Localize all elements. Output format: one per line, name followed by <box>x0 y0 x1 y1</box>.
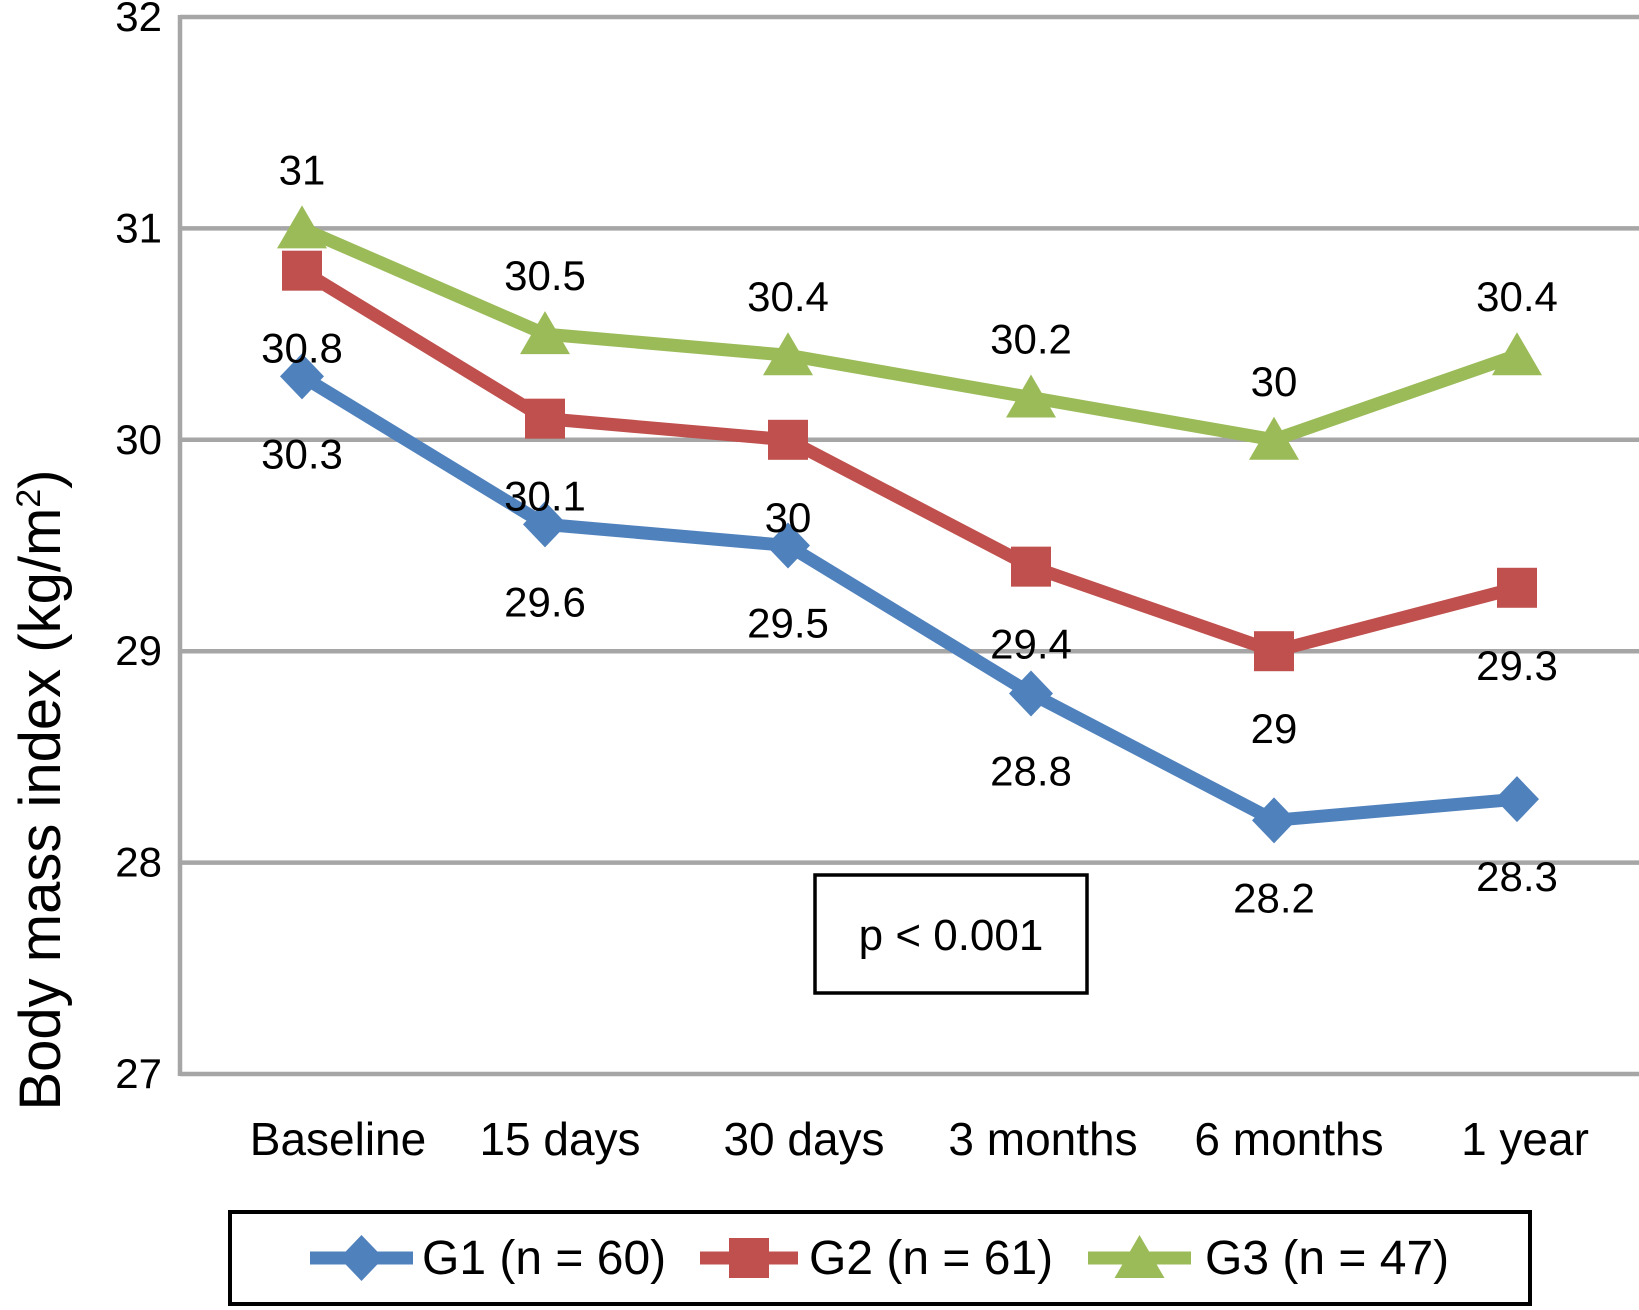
data-label: 30.1 <box>504 473 586 520</box>
x-tick-labels: Baseline 15 days 30 days 3 months 6 months 1 … <box>250 1113 1589 1165</box>
legend-label: G3 (n = 47) <box>1205 1232 1449 1285</box>
legend-item-1: G1 (n = 60) <box>310 1232 666 1285</box>
p-value-text: p < 0.001 <box>859 911 1044 960</box>
triangle-marker <box>1006 374 1056 418</box>
square-marker <box>525 398 565 439</box>
triangle-marker <box>277 205 327 249</box>
triangle-marker <box>1249 416 1299 460</box>
data-label: 30.5 <box>504 252 586 299</box>
triangle-marker <box>763 332 813 376</box>
data-label: 30.8 <box>261 325 343 372</box>
square-marker <box>282 250 322 291</box>
y-tick-label: 29 <box>115 627 162 674</box>
data-label: 30.3 <box>261 430 343 477</box>
data-label: 29.6 <box>504 578 586 625</box>
data-label: 29 <box>1251 705 1298 752</box>
data-label: 30 <box>1251 358 1298 405</box>
diamond-marker <box>523 501 567 548</box>
x-tick-label: 3 months <box>948 1113 1137 1165</box>
triangle-marker <box>1114 1235 1165 1278</box>
p-value-box <box>813 873 1089 995</box>
legend-item-3: G3 (n = 47) <box>1088 1232 1449 1285</box>
series-plot: 30.3 29.6 29.5 28.8 28.2 28.3 30.8 30.1 30 29.4 29… <box>261 146 1558 921</box>
square-marker <box>729 1238 769 1278</box>
series-3: 31 30.5 30.4 30.2 30 30.4 <box>277 146 1558 460</box>
y-tick-label: 32 <box>115 0 162 40</box>
x-tick-label: 1 year <box>1461 1113 1589 1165</box>
y-tick-label: 31 <box>115 204 162 251</box>
triangle-marker <box>520 311 570 355</box>
square-marker <box>1254 631 1294 672</box>
x-tick-label: 6 months <box>1194 1113 1383 1165</box>
y-axis-title: Body mass index (kg/m2) <box>8 469 73 1110</box>
legend: G1 (n = 60) G2 (n = 61) G3 (n = 47) <box>228 1210 1532 1306</box>
gridlines <box>180 14 1639 1077</box>
p-value-annotation: p < 0.001 <box>813 873 1089 995</box>
series-line <box>295 221 1524 447</box>
diamond-marker <box>1009 670 1053 717</box>
series-line <box>295 369 1524 827</box>
data-label: 29.5 <box>747 600 829 647</box>
legend-label: G2 (n = 61) <box>809 1232 1053 1285</box>
triangle-marker <box>1492 332 1542 376</box>
legend-item-2: G2 (n = 61) <box>700 1232 1053 1285</box>
y-tick-label: 30 <box>115 416 162 463</box>
data-label: 31 <box>279 146 326 193</box>
square-marker <box>1011 546 1051 587</box>
diamond-marker <box>766 522 810 569</box>
series-line <box>295 264 1524 658</box>
data-label: 30.4 <box>1476 273 1558 320</box>
y-tick-labels: 32 31 30 29 28 27 <box>115 0 162 1097</box>
square-marker <box>1497 567 1537 608</box>
y-tick-label: 28 <box>115 839 162 886</box>
diamond-marker <box>339 1235 384 1281</box>
y-tick-label: 27 <box>115 1050 162 1097</box>
series-2: 30.8 30.1 30 29.4 29 29.3 <box>261 250 1558 752</box>
diamond-marker <box>1252 797 1296 844</box>
data-label: 30.4 <box>747 273 829 320</box>
legend-items: G1 (n = 60) G2 (n = 61) G3 (n = 47) <box>310 1232 1449 1285</box>
data-label: 28.8 <box>990 747 1072 794</box>
data-label: 28.2 <box>1233 874 1315 921</box>
data-label: 28.3 <box>1476 853 1558 900</box>
series-1: 30.3 29.6 29.5 28.8 28.2 28.3 <box>261 353 1558 921</box>
square-marker <box>768 419 808 460</box>
x-tick-label: 15 days <box>479 1113 640 1165</box>
legend-box <box>228 1210 1532 1306</box>
data-label: 29.4 <box>990 621 1072 668</box>
x-tick-label: 30 days <box>723 1113 884 1165</box>
diamond-marker <box>1495 776 1539 823</box>
diamond-marker <box>280 353 324 400</box>
data-label: 30 <box>765 494 812 541</box>
x-tick-label: Baseline <box>250 1113 426 1165</box>
data-label: 30.2 <box>990 316 1072 363</box>
legend-label: G1 (n = 60) <box>422 1232 666 1285</box>
data-label: 29.3 <box>1476 642 1558 689</box>
